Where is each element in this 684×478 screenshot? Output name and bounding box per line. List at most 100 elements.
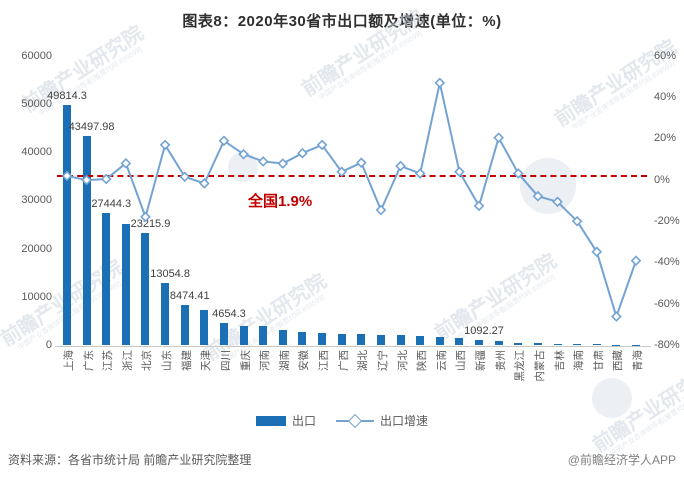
- growth-point-marker-icon: [552, 196, 563, 208]
- bar: [533, 343, 542, 346]
- bar: [416, 336, 425, 346]
- y-axis-left-tick-label: 30000: [21, 194, 52, 207]
- bar: [161, 282, 170, 346]
- national-growth-annotation: 全国1.9%: [248, 193, 313, 210]
- legend-line-swatch: [336, 413, 374, 428]
- x-axis-label: 广西: [337, 349, 350, 371]
- bar-value-label: 49814.3: [47, 90, 87, 103]
- bar: [141, 233, 150, 346]
- x-axis-label: 北京: [141, 349, 154, 371]
- growth-point-marker-icon: [218, 135, 230, 147]
- growth-point-marker-icon: [277, 158, 289, 169]
- growth-point-marker-icon: [611, 311, 622, 322]
- y-axis-right-tick-label: 20%: [654, 132, 677, 145]
- x-axis-label: 江西: [318, 349, 331, 371]
- y-axis-left-tick-label: 10000: [21, 290, 52, 303]
- x-axis-label: 西藏: [612, 349, 625, 371]
- bar: [180, 304, 189, 346]
- bar: [200, 309, 209, 346]
- growth-point-marker-icon: [81, 174, 92, 186]
- growth-point-marker-icon: [591, 246, 603, 258]
- x-axis-label: 湖南: [278, 349, 291, 371]
- growth-line: [66, 81, 637, 318]
- x-axis-label: 浙江: [121, 349, 134, 371]
- x-axis-label: 吉林: [553, 349, 566, 371]
- y-axis-right-tick-label: -40%: [654, 256, 680, 269]
- x-axis-label: 河北: [396, 349, 409, 371]
- bar: [514, 342, 523, 346]
- x-axis-label: 江苏: [102, 349, 115, 371]
- bar: [455, 338, 464, 346]
- growth-point-marker-icon: [238, 148, 249, 160]
- bar: [63, 105, 71, 346]
- y-axis-left-tick-label: 60000: [21, 49, 52, 62]
- bar-value-label: 27444.3: [91, 198, 132, 211]
- x-axis-label: 甘肃: [592, 349, 605, 371]
- bar: [239, 325, 248, 346]
- bar: [612, 344, 621, 346]
- bar-value-label: 8474.41: [169, 289, 210, 302]
- footer-brand: @前瞻经济学人APP: [567, 453, 676, 467]
- growth-point-marker-icon: [100, 173, 112, 185]
- y-axis-right-tick-label: -80%: [654, 339, 680, 351]
- y-axis-right-tick-label: -20%: [654, 214, 680, 227]
- bar: [435, 337, 444, 346]
- growth-point-marker-icon: [532, 190, 544, 202]
- growth-point-marker-icon: [297, 147, 308, 159]
- legend-diamond-marker-icon: [347, 413, 363, 428]
- bar-value-label: 1092.27: [464, 325, 504, 338]
- chart-title: 图表8：2020年30省市出口额及增速(单位：%): [182, 13, 502, 30]
- x-axis-label: 安徽: [298, 349, 311, 371]
- bar: [219, 323, 228, 346]
- growth-point-marker-icon: [454, 166, 465, 178]
- x-axis-label: 上海: [63, 349, 75, 371]
- bar: [475, 340, 484, 346]
- bar: [357, 334, 366, 346]
- x-axis-label: 山西: [455, 349, 468, 371]
- bar-value-label: 13054.8: [150, 267, 190, 280]
- x-axis-label: 辽宁: [376, 349, 389, 371]
- bar: [298, 331, 307, 346]
- growth-point-marker-icon: [473, 200, 485, 212]
- legend-bar-label: 出口: [291, 414, 316, 428]
- bar: [278, 330, 287, 346]
- x-axis-label: 福建: [180, 349, 193, 371]
- growth-point-marker-icon: [140, 211, 151, 223]
- x-axis-label: 湖北: [357, 349, 370, 371]
- legend-bar-swatch: [255, 415, 286, 426]
- legend-item-export: 出口: [255, 412, 316, 429]
- national-growth-reference-line: [57, 175, 647, 178]
- x-axis-label: 云南: [435, 349, 448, 371]
- bar: [121, 224, 130, 346]
- growth-point-marker-icon: [336, 166, 348, 178]
- x-axis-label: 广东: [82, 349, 95, 371]
- legend-line-label: 出口增速: [380, 414, 429, 428]
- growth-point-marker-icon: [355, 157, 367, 169]
- y-axis-right-tick-label: 40%: [654, 90, 677, 103]
- bar: [82, 135, 91, 346]
- bar: [494, 341, 503, 346]
- y-axis-left-tick-label: 40000: [21, 146, 52, 158]
- growth-line-chart: [61, 77, 642, 322]
- growth-point-marker-icon: [120, 157, 132, 169]
- bar-value-label: 4654.3: [212, 308, 246, 321]
- bar: [102, 213, 111, 346]
- x-axis-label: 山东: [161, 349, 174, 371]
- y-axis-left-tick-label: 0: [45, 339, 52, 351]
- growth-point-marker-icon: [257, 156, 269, 167]
- growth-point-marker-icon: [512, 168, 524, 179]
- growth-point-marker-icon: [61, 170, 73, 182]
- x-axis-label: 陕西: [416, 349, 429, 371]
- x-axis-label: 天津: [200, 349, 213, 371]
- y-axis-right-tick-label: 60%: [654, 49, 677, 62]
- growth-point-marker-icon: [375, 204, 387, 216]
- bar: [376, 334, 385, 346]
- bar: [259, 326, 268, 346]
- bar: [337, 333, 346, 346]
- legend: 出口 出口增速: [0, 412, 684, 429]
- bar-value-label: 23215.9: [130, 218, 171, 231]
- y-axis-left-tick-label: 20000: [21, 242, 52, 255]
- legend-item-growth: 出口增速: [336, 412, 428, 429]
